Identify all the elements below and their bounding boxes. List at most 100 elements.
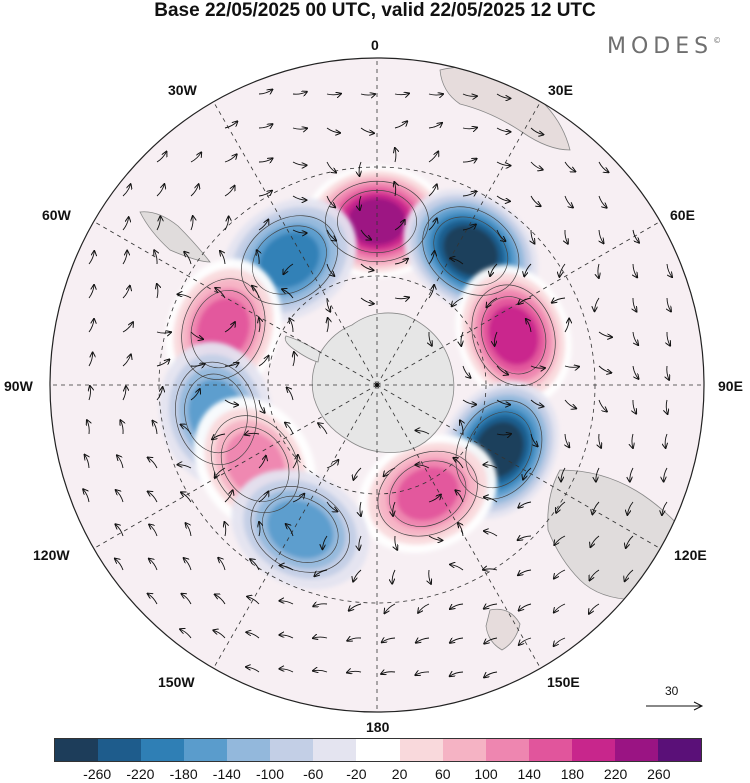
colorbar-tick-label: -140 [212, 766, 241, 782]
wind-vector [667, 331, 670, 346]
wind-vector [280, 566, 294, 571]
wind-vector [190, 331, 203, 339]
wind-vector [359, 195, 361, 210]
wind-vector [530, 127, 543, 135]
contour-layer [175, 180, 556, 573]
wind-vector [530, 366, 545, 368]
wind-vector [393, 501, 395, 516]
wind-vector [552, 298, 566, 303]
wind-vector [285, 423, 294, 435]
wind-vector [148, 458, 158, 469]
wind-vector [115, 524, 124, 537]
wind-vector [359, 161, 361, 176]
wind-vector [429, 331, 432, 346]
colorbar-tick-label: 140 [517, 766, 541, 782]
colorbar-tick-label: 60 [435, 766, 451, 782]
wind-vector [667, 365, 669, 380]
wind-vector [460, 420, 463, 435]
meridian-line [93, 384, 378, 549]
wind-vector [496, 195, 510, 201]
colorbar-tick-label: -180 [169, 766, 198, 782]
wind-vector [258, 220, 268, 231]
wind-vector [428, 535, 442, 540]
lon-label-60e: 60E [670, 207, 695, 223]
wind-vector [154, 250, 157, 265]
brand-mark: © [713, 36, 722, 45]
wind-vector [384, 467, 396, 476]
wind-vector [279, 669, 294, 673]
wind-vector [292, 455, 298, 469]
wind-vector [633, 263, 637, 277]
wind-vector [496, 229, 505, 241]
wind-vector [184, 558, 192, 571]
wind-vector [524, 263, 532, 276]
wind-vector [518, 536, 532, 540]
wind-vector [496, 93, 510, 98]
wind-vector [461, 331, 463, 346]
wind-vector [665, 433, 667, 448]
wind-vector [633, 399, 636, 414]
wind-vector [258, 124, 272, 128]
wind-vector [313, 604, 328, 606]
wind-vector [190, 184, 199, 197]
wind-vector [484, 497, 498, 503]
wind-vector [428, 184, 437, 197]
wind-vector [599, 229, 604, 243]
wind-vector [415, 672, 430, 675]
wind-vector [326, 263, 334, 276]
wind-vector [462, 365, 471, 378]
wind-vector [518, 501, 532, 508]
wind-vector [630, 467, 634, 482]
wind-vector [484, 671, 498, 677]
wind-vector [455, 490, 464, 503]
colorbar-cell [55, 739, 99, 761]
wind-vector [360, 127, 374, 133]
wind-vector [428, 495, 441, 503]
wind-vector [156, 152, 166, 163]
wind-vector [496, 161, 511, 166]
colorbar-cell [528, 739, 572, 761]
wind-vector [382, 638, 396, 642]
wind-vector [428, 151, 438, 163]
wind-vector [360, 263, 374, 270]
wind-vector [327, 318, 328, 333]
wind-vector [190, 389, 200, 401]
wind-vector [157, 284, 158, 299]
wind-vector [486, 297, 498, 307]
wind-vector [283, 263, 294, 274]
wind-vector [592, 501, 600, 514]
wind-vector [599, 433, 601, 448]
wind-vector [554, 603, 566, 612]
positive-center-125W-contours [210, 415, 300, 514]
wind-vector [429, 569, 431, 584]
wind-vector [326, 161, 336, 173]
colorbar [54, 738, 702, 762]
wind-vector [554, 637, 566, 646]
wind-vector [224, 121, 237, 129]
wind-vector [287, 388, 294, 401]
wind-vector [360, 94, 375, 95]
wind-vector [632, 433, 633, 448]
wind-vector [115, 559, 124, 571]
wind-vector [666, 399, 667, 414]
wind-vector [259, 318, 260, 333]
wind-vector [428, 94, 443, 95]
wind-vector [394, 93, 409, 94]
colorbar-tick-label: 220 [603, 766, 628, 782]
wind-vector [318, 423, 328, 435]
wind-vector [415, 430, 430, 435]
wind-vector [220, 251, 226, 265]
wind-vector [327, 297, 330, 312]
wind-vector [314, 569, 328, 576]
wind-vector [381, 672, 396, 674]
colorbar-tick-label: -20 [346, 766, 367, 782]
wind-vector [258, 399, 265, 413]
wind-vector [452, 297, 464, 306]
wind-vector [416, 638, 430, 643]
colorbar-cell [571, 739, 615, 761]
wind-vector [184, 252, 192, 265]
wind-vector [428, 218, 437, 231]
wind-vector [559, 263, 566, 277]
wind-vector [526, 319, 532, 333]
wind-vector [418, 603, 430, 613]
